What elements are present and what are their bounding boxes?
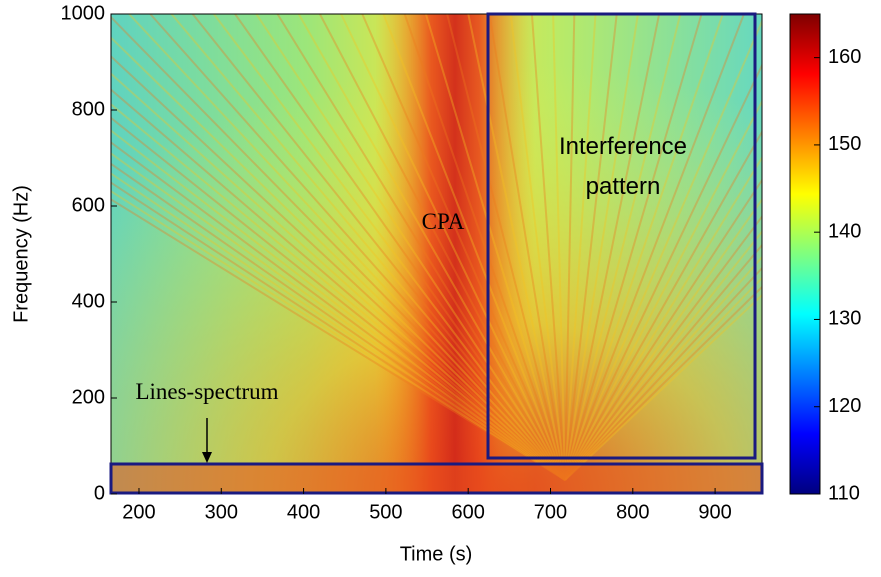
ray xyxy=(564,14,745,481)
ray xyxy=(564,62,762,481)
colorbar xyxy=(789,13,821,495)
annotation: CPA xyxy=(421,209,465,234)
colorbar-tick-label: 110 xyxy=(828,482,860,504)
ray xyxy=(564,197,762,481)
ray xyxy=(564,14,597,481)
y-tick-label: 0 xyxy=(94,482,105,504)
ray xyxy=(111,55,566,481)
ray xyxy=(564,14,661,481)
ray xyxy=(111,141,566,481)
ray xyxy=(361,14,566,481)
colorbar-tick-label: 120 xyxy=(828,395,861,417)
ray xyxy=(111,172,566,481)
spectrogram xyxy=(111,14,762,494)
ray xyxy=(564,129,762,481)
ray xyxy=(564,293,762,481)
ray xyxy=(111,181,566,481)
ray xyxy=(564,14,576,481)
ray xyxy=(509,14,566,481)
y-tick-label: 600 xyxy=(72,194,105,216)
ray xyxy=(564,178,762,481)
ray xyxy=(255,14,566,481)
y-axis-label: Frequency (Hz) xyxy=(10,185,32,323)
x-tick-label: 300 xyxy=(205,501,238,523)
ray xyxy=(564,18,762,481)
ray xyxy=(488,14,566,481)
ray xyxy=(564,214,762,481)
arrow-head xyxy=(202,452,212,463)
interference-box xyxy=(486,12,757,460)
ray xyxy=(111,72,566,481)
ray xyxy=(213,14,566,481)
annotation: Lines-spectrum xyxy=(135,379,279,404)
ray xyxy=(564,14,639,481)
x-tick-label: 500 xyxy=(369,501,402,523)
x-tick-label: 400 xyxy=(287,501,320,523)
ray xyxy=(424,14,566,481)
colorbar-tick-label: 160 xyxy=(828,46,861,68)
ray xyxy=(446,14,566,481)
ray xyxy=(564,14,682,481)
ray xyxy=(111,190,566,481)
ray xyxy=(552,14,566,481)
ray xyxy=(128,14,566,481)
ray xyxy=(234,14,566,481)
ray xyxy=(111,116,566,481)
ray xyxy=(318,14,566,481)
ray xyxy=(111,162,566,481)
ray xyxy=(297,14,566,481)
ray xyxy=(564,155,762,481)
x-tick-label: 700 xyxy=(534,501,567,523)
colorbar-tick-label: 130 xyxy=(828,308,861,330)
ray xyxy=(564,276,762,481)
ray xyxy=(340,14,566,481)
colorbar-tick-label: 140 xyxy=(828,220,861,242)
x-tick-label: 200 xyxy=(122,501,155,523)
ray xyxy=(111,198,566,481)
x-tick-label: 800 xyxy=(616,501,649,523)
ray xyxy=(564,14,618,481)
annotation: Interference pattern xyxy=(558,133,688,200)
ray xyxy=(111,129,566,481)
ray xyxy=(111,103,566,481)
ray xyxy=(170,14,566,481)
x-tick-label: 600 xyxy=(451,501,484,523)
ray xyxy=(530,14,566,481)
ray xyxy=(564,14,724,481)
ray xyxy=(467,14,566,481)
ray xyxy=(564,243,762,481)
ray xyxy=(111,88,566,481)
ray xyxy=(564,285,762,481)
ray xyxy=(403,14,566,481)
ray xyxy=(382,14,566,481)
y-tick-label: 1000 xyxy=(61,2,106,24)
ray xyxy=(564,255,762,481)
ray xyxy=(111,36,566,481)
ray xyxy=(564,14,703,481)
ray xyxy=(564,99,762,481)
lines-spectrum-box xyxy=(109,462,764,495)
ray xyxy=(149,14,566,481)
ray xyxy=(564,230,762,481)
ray xyxy=(191,14,566,481)
ray xyxy=(111,152,566,481)
y-tick-label: 800 xyxy=(72,98,105,120)
x-axis-label: Time (s) xyxy=(400,543,473,565)
ray xyxy=(276,14,566,481)
x-tick-label: 900 xyxy=(698,501,731,523)
y-tick-label: 400 xyxy=(72,290,105,312)
colorbar-tick-label: 150 xyxy=(828,133,861,155)
ray xyxy=(564,266,762,481)
y-tick-label: 200 xyxy=(72,386,105,408)
